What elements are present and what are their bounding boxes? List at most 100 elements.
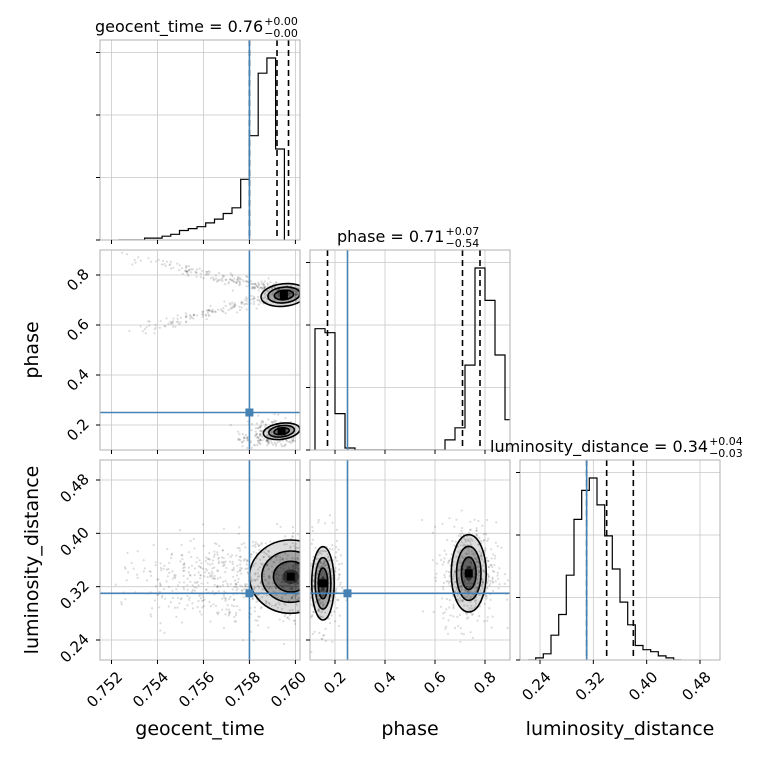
scatter-point bbox=[270, 420, 273, 423]
scatter-point bbox=[190, 268, 193, 271]
scatter-point bbox=[222, 564, 225, 568]
scatter-point bbox=[318, 566, 321, 569]
scatter-point bbox=[295, 573, 298, 576]
scatter-point bbox=[469, 528, 472, 531]
scatter-point bbox=[265, 600, 268, 604]
scatter-point bbox=[460, 541, 463, 544]
scatter-point bbox=[335, 551, 338, 554]
scatter-point bbox=[224, 312, 227, 315]
scatter-point bbox=[238, 526, 241, 529]
scatter-point bbox=[197, 584, 200, 587]
scatter-point bbox=[228, 598, 231, 601]
scatter-point bbox=[278, 288, 281, 291]
scatter-point bbox=[442, 581, 446, 585]
scatter-point bbox=[448, 599, 451, 602]
y-tick-label: 0.6 bbox=[63, 315, 93, 345]
scatter-point bbox=[282, 445, 285, 448]
scatter-point bbox=[185, 265, 188, 268]
scatter-point bbox=[262, 286, 266, 289]
scatter-point bbox=[181, 554, 184, 557]
scatter-point bbox=[257, 303, 260, 306]
scatter-point bbox=[149, 574, 153, 577]
scatter-point bbox=[278, 556, 282, 559]
scatter-point bbox=[277, 578, 280, 582]
scatter-point bbox=[213, 574, 216, 578]
scatter-point bbox=[211, 559, 214, 562]
scatter-point bbox=[284, 580, 287, 583]
scatter-point bbox=[478, 577, 481, 580]
scatter-point bbox=[232, 566, 235, 570]
scatter-point bbox=[277, 288, 280, 291]
scatter-point bbox=[267, 576, 270, 579]
scatter-point bbox=[252, 444, 255, 447]
scatter-point bbox=[171, 570, 174, 573]
scatter-point bbox=[235, 554, 238, 557]
scatter-point bbox=[173, 606, 177, 609]
scatter-point bbox=[486, 572, 489, 576]
scatter-point bbox=[276, 441, 279, 444]
scatter-point bbox=[257, 441, 260, 445]
scatter-point bbox=[268, 602, 271, 606]
scatter-point bbox=[176, 314, 179, 317]
scatter-point bbox=[311, 614, 314, 617]
scatter-point bbox=[203, 598, 206, 601]
scatter-point bbox=[166, 575, 169, 578]
scatter-point bbox=[207, 309, 210, 312]
scatter-point bbox=[221, 549, 224, 552]
scatter-point bbox=[255, 433, 258, 437]
scatter-point bbox=[222, 560, 225, 564]
scatter-point bbox=[453, 570, 457, 573]
scatter-panel-2-0 bbox=[114, 523, 300, 660]
scatter-point bbox=[445, 553, 448, 556]
scatter-point bbox=[290, 441, 293, 444]
scatter-point bbox=[262, 573, 266, 576]
scatter-point bbox=[204, 313, 207, 316]
scatter-point bbox=[277, 601, 280, 604]
scatter-point bbox=[266, 444, 269, 447]
scatter-point bbox=[192, 313, 195, 317]
scatter-point bbox=[255, 422, 259, 425]
scatter-point bbox=[176, 596, 180, 599]
scatter-point bbox=[213, 550, 216, 553]
scatter-point bbox=[174, 325, 177, 328]
scatter-point bbox=[421, 518, 424, 522]
scatter-point bbox=[452, 615, 455, 618]
scatter-point bbox=[461, 555, 464, 558]
scatter-point bbox=[459, 598, 463, 602]
scatter-point bbox=[282, 579, 285, 582]
scatter-point bbox=[182, 588, 186, 591]
scatter-point bbox=[253, 610, 256, 613]
scatter-point bbox=[181, 558, 184, 561]
scatter-point bbox=[257, 414, 260, 417]
scatter-point bbox=[190, 555, 193, 559]
scatter-point bbox=[468, 585, 471, 588]
scatter-point bbox=[237, 279, 240, 282]
scatter-point bbox=[223, 283, 227, 286]
scatter-point bbox=[264, 425, 267, 429]
scatter-point bbox=[458, 596, 462, 599]
scatter-point bbox=[319, 598, 322, 601]
scatter-point bbox=[336, 559, 339, 562]
ticks-panel-2-1 bbox=[306, 479, 486, 664]
scatter-point bbox=[280, 580, 283, 584]
scatter-point bbox=[324, 627, 327, 631]
scatter-point bbox=[475, 529, 478, 532]
scatter-point bbox=[258, 433, 261, 437]
scatter-point bbox=[444, 627, 447, 630]
scatter-point bbox=[240, 589, 243, 592]
scatter-point bbox=[175, 588, 178, 591]
scatter-point bbox=[238, 284, 241, 287]
scatter-point bbox=[228, 612, 231, 615]
scatter-point bbox=[254, 282, 257, 285]
scatter-point bbox=[453, 525, 456, 528]
scatter-point bbox=[480, 554, 483, 557]
grid-panel-0-0 bbox=[100, 40, 300, 240]
scatter-point bbox=[257, 284, 260, 287]
scatter-point bbox=[492, 581, 495, 584]
scatter-point bbox=[486, 619, 489, 622]
scatter-point bbox=[440, 558, 443, 562]
scatter-point bbox=[460, 561, 463, 564]
scatter-points bbox=[114, 251, 510, 660]
scatter-point bbox=[338, 563, 341, 566]
scatter-point bbox=[235, 281, 238, 285]
